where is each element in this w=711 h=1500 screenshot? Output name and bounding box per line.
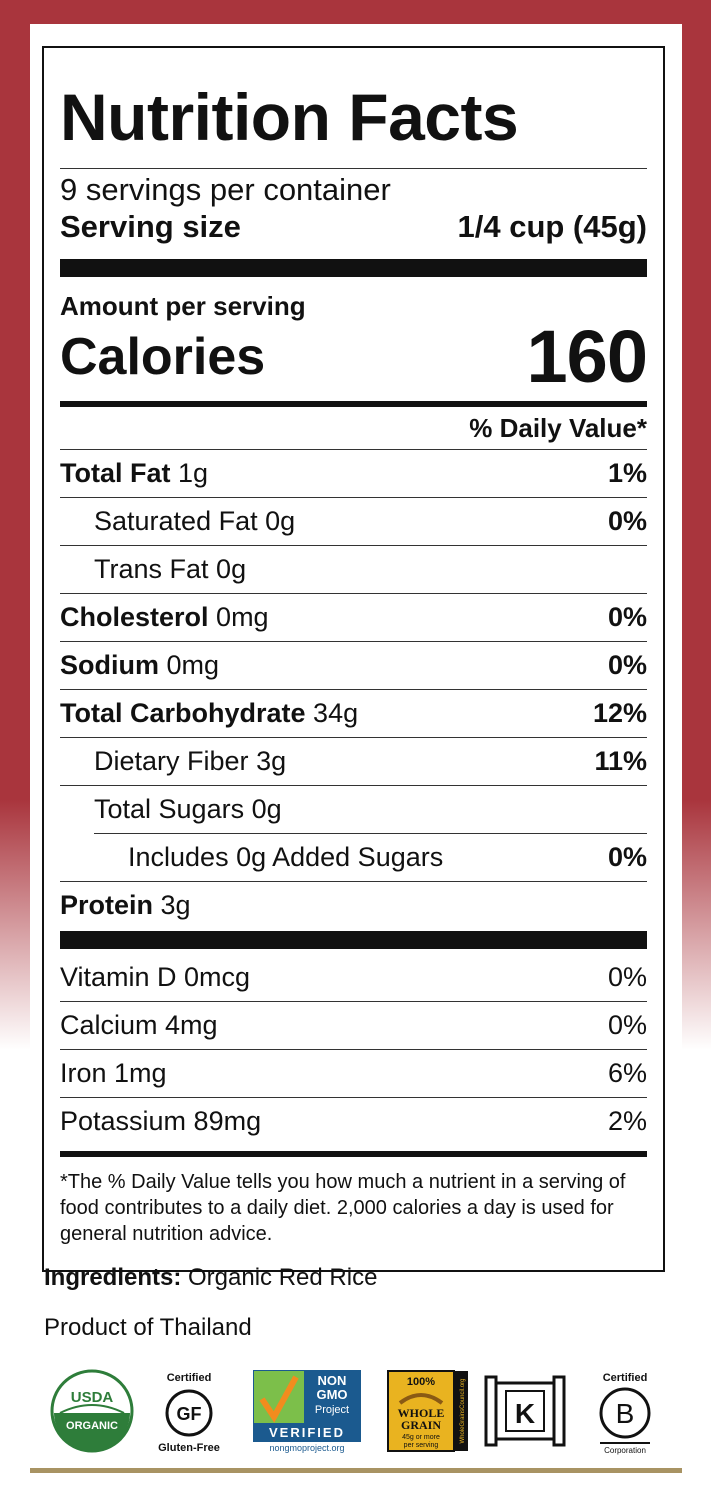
amount-per-serving: Amount per serving xyxy=(60,291,306,321)
serving-size-label: Serving size xyxy=(60,209,241,244)
kosher-logo: K xyxy=(484,1375,566,1447)
svg-text:USDA: USDA xyxy=(71,1389,114,1406)
svg-text:VERIFIED: VERIFIED xyxy=(269,1425,345,1440)
label-card: Nutrition Facts 9 servings per container… xyxy=(30,24,682,1464)
vitamin-row-iron: Iron 1mg 6% xyxy=(60,1049,647,1097)
svg-text:Certified: Certified xyxy=(167,1372,212,1384)
svg-text:K: K xyxy=(515,1398,535,1429)
vitamins-list: Vitamin D 0mcg 0% Calcium 4mg 0% Iron 1mg 6… xyxy=(60,953,647,1145)
svg-text:GMO: GMO xyxy=(316,1387,347,1402)
calories-value: 160 xyxy=(526,315,648,398)
vitamin-row-calcium: Calcium 4mg 0% xyxy=(60,1001,647,1049)
calories-row: Calories 160 xyxy=(60,315,648,398)
product-origin: Product of Thailand xyxy=(44,1314,252,1341)
serving-size-row: Serving size 1/4 cup (45g) xyxy=(60,207,647,247)
svg-text:B: B xyxy=(616,1398,635,1429)
calories-label: Calories xyxy=(60,328,266,386)
certification-logos: USDA ORGANIC Certified GF Gluten-Free NO… xyxy=(30,1369,682,1457)
bottom-accent-bar xyxy=(30,1468,682,1473)
nutrient-row-total-fat: Total Fat 1g 1% xyxy=(60,449,647,497)
svg-text:Certified: Certified xyxy=(603,1372,648,1384)
svg-text:NON: NON xyxy=(318,1373,347,1388)
svg-text:WholeGrainsCouncil.org: WholeGrainsCouncil.org xyxy=(460,1378,466,1443)
nutrition-facts-panel: Nutrition Facts 9 servings per container… xyxy=(42,46,665,1272)
nutrition-title: Nutrition Facts xyxy=(60,80,519,154)
nutrient-row-sodium: Sodium 0mg 0% xyxy=(60,641,647,689)
daily-value-footnote: *The % Daily Value tells you how much a … xyxy=(60,1171,626,1245)
usda-organic-logo: USDA ORGANIC xyxy=(50,1369,134,1453)
svg-text:Project: Project xyxy=(315,1404,349,1416)
svg-text:per serving: per serving xyxy=(404,1442,439,1449)
svg-text:nongmoproject.org: nongmoproject.org xyxy=(269,1443,344,1453)
b-corporation-logo: Certified B Corporation xyxy=(599,1372,651,1455)
nutrient-row-dietary-fiber: Dietary Fiber 3g 11% xyxy=(60,737,647,785)
nutrient-row-saturated-fat: Saturated Fat 0g 0% xyxy=(60,497,647,545)
svg-text:WHOLE: WHOLE xyxy=(398,1406,445,1420)
svg-text:Corporation: Corporation xyxy=(604,1446,646,1455)
daily-value-header: % Daily Value* xyxy=(469,413,647,443)
serving-size-value: 1/4 cup (45g) xyxy=(457,209,648,244)
svg-text:ORGANIC: ORGANIC xyxy=(66,1420,118,1432)
ingredients-line: Ingredients: Organic Red Rice xyxy=(44,1264,377,1292)
svg-text:45g or more: 45g or more xyxy=(402,1434,440,1441)
nutrient-row-total-carbohydrate: Total Carbohydrate 34g 12% xyxy=(60,689,647,737)
ingredients-label: Ingredients: xyxy=(44,1264,182,1291)
svg-text:GRAIN: GRAIN xyxy=(401,1418,441,1432)
svg-text:Gluten-Free: Gluten-Free xyxy=(158,1442,220,1454)
non-gmo-project-logo: NON GMO Project VERIFIED nongmoproject.o… xyxy=(253,1370,361,1453)
servings-per-container: 9 servings per container xyxy=(60,172,391,207)
svg-text:100%: 100% xyxy=(407,1376,435,1388)
nutrient-row-cholesterol: Cholesterol 0mg 0% xyxy=(60,593,647,641)
nutrient-row-total-sugars: Total Sugars 0g xyxy=(60,785,647,833)
vitamin-row-potassium: Potassium 89mg 2% xyxy=(60,1097,647,1145)
nutrient-row-protein: Protein 3g xyxy=(60,881,647,929)
vitamin-row-vitamin-d: Vitamin D 0mcg 0% xyxy=(60,961,647,992)
nutrient-row-trans-fat: Trans Fat 0g xyxy=(60,545,647,593)
nutrient-row-added-sugars: Includes 0g Added Sugars 0% xyxy=(94,833,647,881)
whole-grain-stamp-logo: 100% WHOLE GRAIN 45g or more per serving… xyxy=(387,1370,468,1452)
gluten-free-logo: Certified GF Gluten-Free xyxy=(158,1372,220,1454)
svg-text:GF: GF xyxy=(177,1404,202,1424)
ingredients-value: Organic Red Rice xyxy=(188,1264,378,1291)
